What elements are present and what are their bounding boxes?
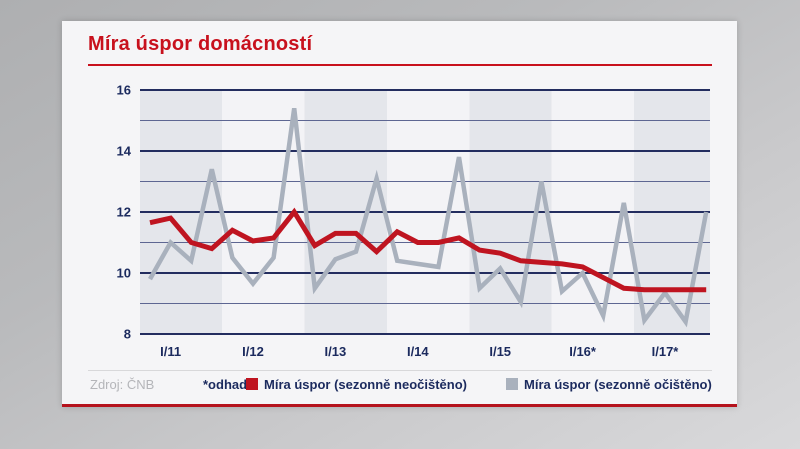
source-label: Zdroj: ČNB bbox=[90, 377, 155, 392]
footer-divider bbox=[88, 370, 712, 371]
savings-rate-chart: 8 10 12 14 16 I/11 I/12 I/13 I/14 I/15 I/16* I/17* bbox=[117, 83, 710, 359]
red-series-swatch bbox=[246, 378, 258, 390]
x-axis-tick-label: I/11 bbox=[160, 344, 181, 359]
legend-label-adjusted: Míra úspor (sezonně očištěno) bbox=[524, 377, 712, 392]
y-axis-tick-label: 12 bbox=[117, 205, 131, 220]
gray-series-swatch bbox=[506, 378, 518, 390]
gray-series-line bbox=[148, 107, 709, 328]
x-axis-tick-label: I/15 bbox=[489, 344, 511, 359]
x-axis-tick-label: I/13 bbox=[325, 344, 347, 359]
y-axis-tick-label: 8 bbox=[124, 327, 131, 342]
x-axis-tick-label: I/12 bbox=[242, 344, 264, 359]
title-underline bbox=[88, 64, 712, 66]
x-axis-tick-label: I/14 bbox=[407, 344, 429, 359]
y-axis-tick-label: 10 bbox=[117, 266, 131, 281]
chart-title: Míra úspor domácností bbox=[88, 33, 313, 55]
chart-footer: Zdroj: ČNB *odhad Míra úspor (sezonně ne… bbox=[62, 375, 737, 395]
estimate-note: *odhad bbox=[203, 377, 248, 392]
x-axis-tick-label: I/17* bbox=[652, 344, 680, 359]
x-axis-tick-label: I/16* bbox=[569, 344, 597, 359]
legend-label-unadjusted: Míra úspor (sezonně neočištěno) bbox=[264, 377, 467, 392]
y-axis-tick-label: 14 bbox=[117, 144, 132, 159]
y-axis-tick-label: 16 bbox=[117, 83, 131, 98]
chart-card: Míra úspor domácností 8 10 12 14 16 I/11 I/12 I… bbox=[62, 21, 737, 407]
red-series-line bbox=[149, 207, 707, 293]
